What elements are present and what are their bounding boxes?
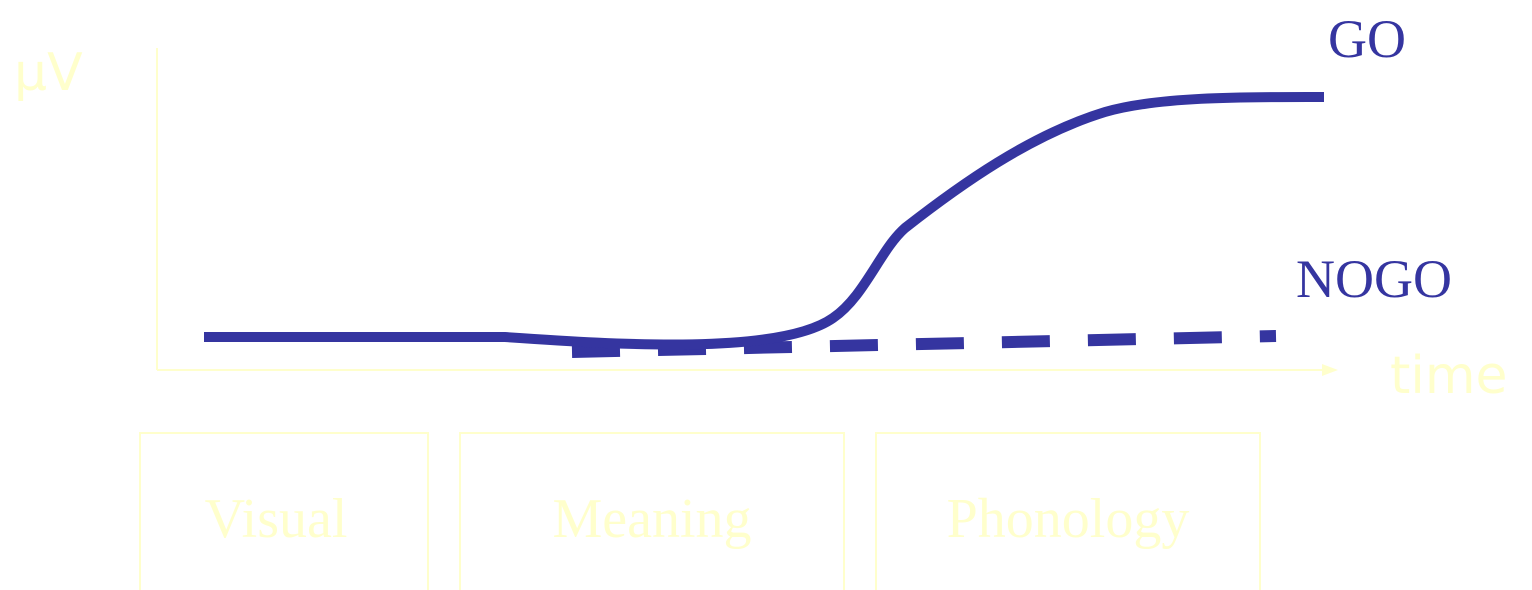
- x-axis-arrowhead: [1322, 364, 1338, 376]
- nogo-label: NOGO: [1296, 249, 1452, 309]
- stage-label-meaning: Meaning: [552, 488, 751, 550]
- stage-box-meaning: Meaning: [459, 432, 845, 590]
- go-curve: [204, 91, 1325, 350]
- x-axis-label: time: [1390, 346, 1507, 406]
- stage-box-visual: Visual: [139, 432, 429, 590]
- stage-box-phonology: Phonology: [875, 432, 1261, 590]
- stage-label-phonology: Phonology: [947, 488, 1190, 550]
- y-axis-label: μV: [14, 43, 83, 103]
- go-label: GO: [1328, 9, 1406, 69]
- stage-label-visual: Visual: [205, 488, 348, 550]
